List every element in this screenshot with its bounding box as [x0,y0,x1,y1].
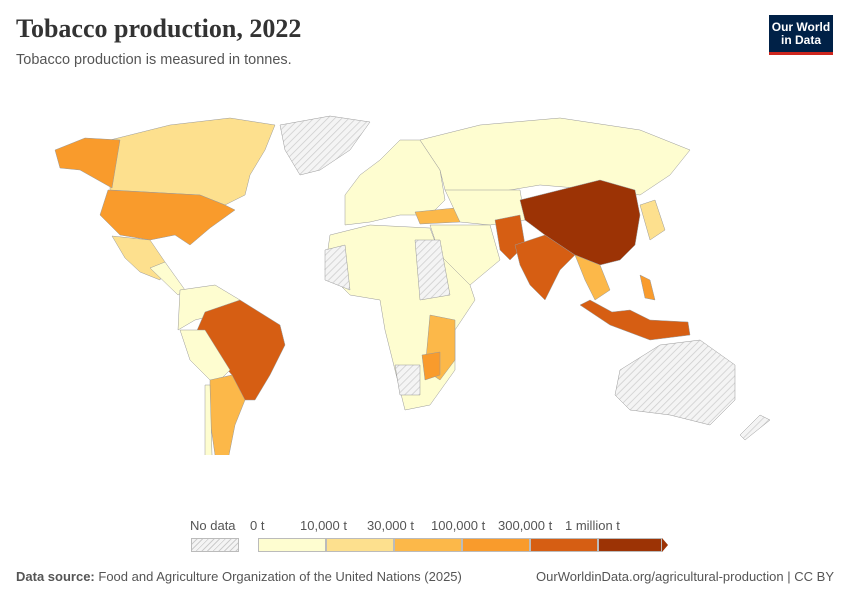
libya-no-data[interactable] [414,239,451,301]
legend-bin[interactable] [598,538,662,552]
footer-links: OurWorldinData.org/agricultural-producti… [536,569,834,584]
legend: No data 0 t 10,000 t 30,000 t 100,000 t … [0,510,850,555]
owid-logo[interactable]: Our World in Data [769,15,833,55]
legend-bin[interactable] [326,538,394,552]
legend-tick: 1 million t [565,518,620,533]
license-link[interactable]: CC BY [794,569,834,584]
chart-title: Tobacco production, 2022 [16,14,302,43]
greenland[interactable] [279,115,371,176]
china[interactable] [519,179,641,266]
legend-tick: 300,000 t [498,518,553,533]
data-source: Data source: Food and Agriculture Organi… [16,569,462,584]
legend-bin[interactable] [462,538,530,552]
namibia-no-data[interactable] [394,364,421,396]
url-link[interactable]: OurWorldinData.org/agricultural-producti… [536,569,784,584]
legend-bin[interactable] [530,538,598,552]
legend-bin[interactable] [258,538,326,552]
usa[interactable] [99,189,236,246]
legend-tick: 0 t [250,518,265,533]
legend-no-data-label: No data [190,518,236,533]
chart-subtitle: Tobacco production is measured in tonnes… [16,52,292,68]
world-map[interactable] [0,105,850,455]
chile[interactable] [204,384,225,455]
source-text: Food and Agriculture Organization of the… [98,569,462,584]
legend-tick: 30,000 t [367,518,414,533]
legend-tick: 10,000 t [300,518,347,533]
legend-no-data-swatch[interactable] [191,538,239,552]
europe[interactable] [344,139,446,226]
legend-tick: 100,000 t [431,518,486,533]
legend-bin[interactable] [394,538,462,552]
sahara-no-data[interactable] [324,244,351,291]
source-label: Data source: [16,569,95,584]
russia[interactable] [419,117,691,196]
japan-korea[interactable] [639,199,666,241]
alaska[interactable] [54,137,121,189]
indonesia[interactable] [579,299,691,341]
new-zealand[interactable] [739,414,771,441]
zimbabwe[interactable] [421,351,441,381]
southeast-asia[interactable] [574,254,611,301]
australia[interactable] [614,339,736,426]
legend-arrow [662,538,668,552]
philippines[interactable] [639,274,656,301]
